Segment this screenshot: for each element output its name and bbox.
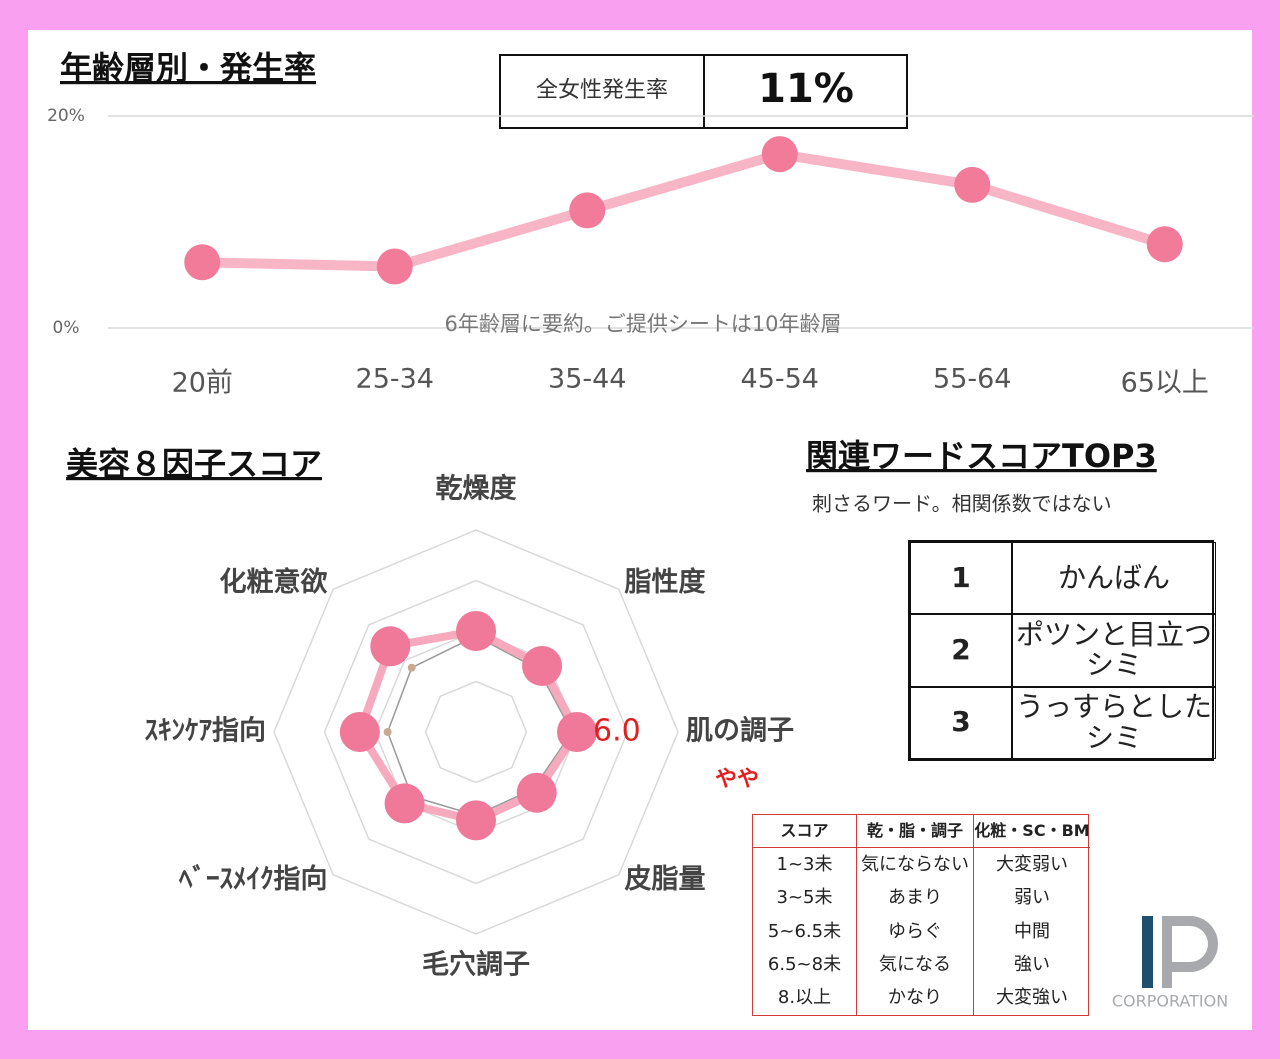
annotation: 6年齢層に要約。ご提供シートは10年齢層 [444, 312, 841, 336]
point [184, 244, 221, 281]
table-cell: 6.5~8未 [767, 953, 842, 975]
point [376, 248, 413, 285]
table-cell: 気になる [856, 948, 973, 982]
y-tick-label: 0% [53, 318, 80, 338]
table-cell: ゆらぐ [856, 914, 973, 949]
table-cell: ポツンと目立つシミ [1012, 614, 1216, 687]
table-cell: 強い [973, 948, 1090, 982]
axis-label: 肌の調子 [686, 715, 794, 747]
logo-bar [1142, 916, 1153, 988]
line [202, 149, 1167, 272]
table-cell: あまり [856, 881, 973, 915]
y-tick-label: 20% [47, 106, 85, 126]
point [383, 728, 392, 736]
table-cell: スコア [753, 815, 856, 848]
table-cell: 1 [910, 542, 1012, 615]
axis-label: 乾燥度 [436, 473, 517, 505]
x-tick-label: 35-44 [548, 364, 626, 395]
section-subtitle: 刺さるワード。相関係数ではない [812, 492, 1112, 516]
table-cell: 1~3未 [776, 853, 833, 875]
table-cell: かなり [856, 981, 973, 1015]
axis-label: 毛穴調子 [422, 949, 530, 981]
axis-label: ﾍﾞｰｽﾒｲｸ指向 [178, 863, 328, 895]
x-tick-label: 25-34 [356, 364, 434, 395]
rate-label: 全女性発生率 [536, 78, 668, 103]
table-cell: 中間 [973, 914, 1090, 949]
logo-mark [1162, 916, 1218, 988]
chart-title: 年齢層別・発生率 [60, 49, 316, 87]
x-tick-label: 55-64 [933, 364, 1011, 395]
point [522, 645, 563, 686]
table-cell: うっすらとしたシミ [1012, 686, 1216, 759]
axis-label: 脂性度 [624, 566, 705, 598]
point [339, 712, 380, 752]
point [456, 611, 496, 651]
x-tick-label: 45-54 [741, 364, 819, 395]
table-cell: 化粧・SC・BM [973, 815, 1090, 848]
table-cell: 乾・脂・調子 [856, 815, 973, 848]
table-cell: 5~6.5未 [767, 920, 842, 942]
axis-label: 皮脂量 [624, 864, 705, 895]
grid-ring [424, 680, 528, 784]
table-cell: 3~5未 [776, 887, 833, 909]
grid-ring [273, 529, 679, 935]
point [370, 626, 411, 667]
point [456, 800, 496, 841]
table-cell: 3 [910, 686, 1012, 759]
point [557, 712, 597, 752]
rate-value: 11% [758, 66, 854, 112]
related-words-table: 1 かんばん 2 ポツンと目立つシミ 3 うっすらとしたシミ [908, 540, 1216, 761]
logo: CORPORATION [1112, 916, 1228, 1011]
annotation: やや [715, 767, 759, 792]
table-cell: 気にならない [856, 848, 973, 882]
section-title: 関連ワードスコアTOP3 [806, 437, 1157, 475]
data-label: 6.0 [593, 714, 641, 749]
grid-ring [323, 579, 629, 885]
table-cell: 2 [910, 614, 1012, 687]
table-cell: 8.以上 [777, 987, 832, 1009]
logo-text: CORPORATION [1112, 992, 1228, 1011]
chart-title: 美容８因子スコア [66, 445, 322, 483]
table-cell: 大変弱い [973, 848, 1090, 882]
axis-label: 化粧意欲 [220, 566, 328, 598]
point [1146, 226, 1183, 263]
point [954, 166, 991, 203]
x-tick-label: 65以上 [1121, 368, 1209, 399]
point [384, 783, 425, 824]
score-table: スコア 乾・脂・調子 化粧・SC・BM 1~3未 気にならない 大変弱い 3~5未 あまり 弱い… [752, 814, 1090, 1016]
axis-label: ｽｷﾝｹｱ指向 [145, 715, 267, 747]
table-cell: 大変強い [973, 981, 1090, 1015]
point [761, 136, 798, 173]
point [516, 772, 557, 813]
x-tick-label: 20前 [172, 368, 233, 399]
table-cell: 弱い [973, 881, 1090, 915]
table-cell: かんばん [1012, 542, 1216, 615]
point [407, 663, 416, 672]
point [569, 192, 606, 229]
